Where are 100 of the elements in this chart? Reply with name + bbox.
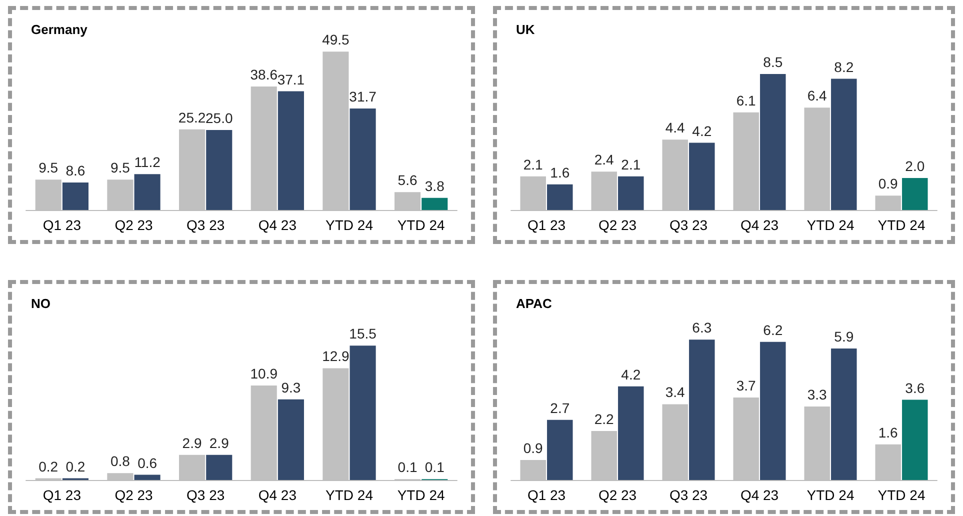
bar [107,473,134,480]
data-label: 38.6 [250,66,278,82]
data-label: 5.6 [398,172,418,188]
data-label: 5.9 [834,328,854,345]
x-tick-label: YTD 24 [397,487,446,503]
data-label: 2.9 [209,434,230,451]
chart-title: Germany [31,22,88,37]
x-tick-label: YTD 24 [806,217,854,233]
x-tick-label: Q3 23 [669,487,708,503]
chart-title: APAC [516,296,552,311]
data-label: 3.7 [736,378,756,394]
bar [179,454,206,480]
data-label: 4.4 [665,120,686,136]
data-label: 6.1 [736,92,756,108]
x-tick-label: YTD 24 [806,487,854,503]
data-label: 4.2 [621,366,641,382]
bar [804,108,830,210]
bar [689,340,715,480]
data-label: 2.1 [621,156,641,172]
bar [662,404,688,480]
bar [760,342,786,480]
data-label: 6.2 [763,322,783,338]
data-label: 0.6 [138,454,158,471]
bar [250,86,277,210]
bar [322,368,349,480]
bar [591,172,617,210]
data-label: 0.9 [878,176,898,192]
data-label: 6.4 [807,88,828,104]
data-label: 9.5 [110,160,130,176]
bar [689,142,715,210]
x-tick-label: Q4 23 [740,487,779,503]
data-label: 2.0 [905,158,925,174]
x-tick-label: Q1 23 [42,487,82,503]
data-label: 8.6 [66,162,86,178]
data-label: 0.1 [424,459,445,476]
bar [278,91,304,210]
data-label: 49.5 [322,32,350,48]
data-label: 2.1 [523,156,544,172]
x-tick-label: Q1 23 [527,487,566,503]
bar [520,176,546,210]
x-tick-label: Q1 23 [527,217,566,233]
x-tick-label: Q3 23 [186,217,225,233]
data-label: 3.3 [807,386,828,402]
bar [350,346,376,480]
data-label: 15.5 [349,326,377,342]
bar [618,386,644,480]
x-tick-label: YTD 24 [878,217,926,233]
x-tick-label: Q4 23 [258,487,297,503]
data-label: 2.2 [594,410,614,427]
x-tick-label: Q2 23 [598,487,637,503]
data-label: 1.6 [550,164,570,180]
bar [875,196,901,210]
data-label: 37.1 [277,71,305,88]
bar [804,406,830,480]
bar [547,420,573,480]
bar [62,182,88,210]
x-tick-label: YTD 24 [878,487,926,503]
data-label: 4.2 [692,122,712,139]
data-label: 8.5 [763,54,783,70]
data-label: 9.3 [281,379,301,396]
bar [760,74,786,210]
x-tick-label: Q4 23 [740,217,779,233]
data-label: 3.8 [424,178,445,194]
bar [250,386,277,480]
bar [206,454,232,480]
bar [831,348,857,480]
data-label: 1.6 [878,424,898,440]
data-label: 31.7 [349,88,377,105]
bar [902,400,928,480]
bar [394,192,421,210]
bar [902,178,928,210]
x-tick-label: Q3 23 [669,217,708,233]
x-tick-label: YTD 24 [326,217,374,233]
data-label: 9.5 [38,160,58,176]
data-label: 8.2 [834,58,854,75]
bar [179,129,206,210]
x-tick-label: Q2 23 [114,217,154,233]
x-tick-label: YTD 24 [326,487,374,503]
x-tick-label: Q3 23 [186,487,225,503]
bar [733,398,759,480]
data-label: 0.2 [66,458,86,474]
data-label: 0.2 [38,458,58,474]
bar [422,198,448,210]
data-label: 6.3 [692,320,712,336]
bar [662,140,688,210]
bar [206,130,232,210]
data-label: 12.9 [322,348,350,364]
bar [547,184,573,210]
bar [618,176,644,210]
data-label: 3.4 [665,384,686,400]
bar [278,399,304,480]
x-tick-label: Q2 23 [598,217,637,233]
bar [733,112,759,210]
bar [520,460,546,480]
data-label: 0.1 [398,459,418,476]
x-tick-label: Q2 23 [114,487,154,503]
bar [107,180,134,210]
data-label: 0.8 [110,453,130,470]
x-tick-label: Q4 23 [258,217,297,233]
data-label: 2.7 [550,400,570,416]
